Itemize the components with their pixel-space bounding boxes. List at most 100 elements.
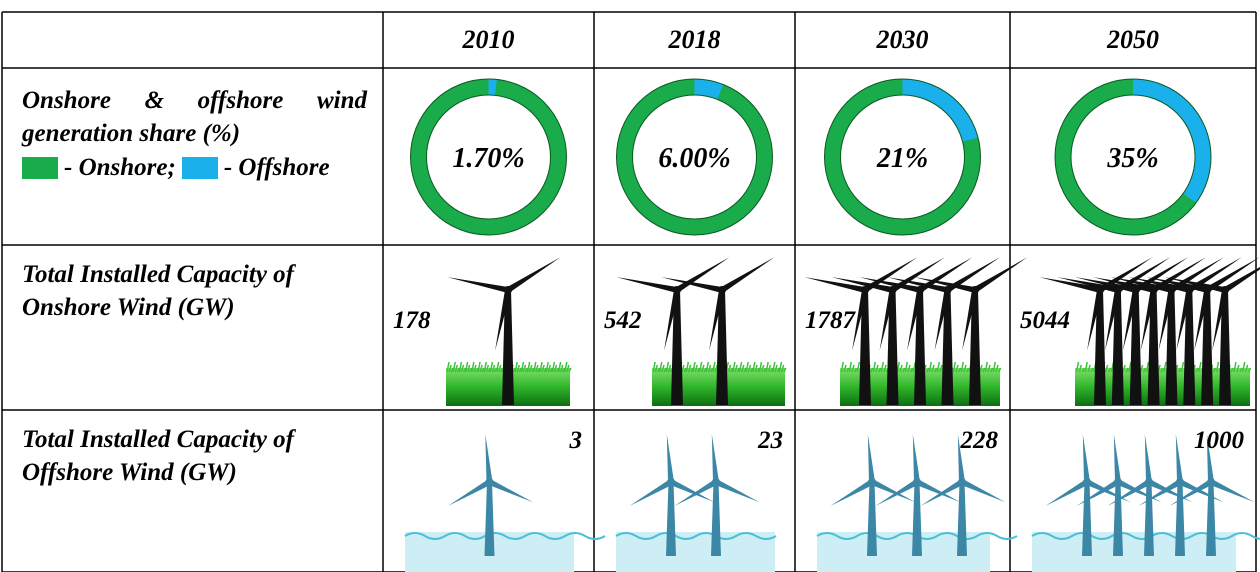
- share-label: 35%: [1106, 143, 1158, 174]
- donut-outline: [840, 94, 965, 220]
- grass-blade: [698, 361, 703, 373]
- turbine-blade: [1176, 289, 1193, 351]
- grass-blade: [1177, 367, 1182, 373]
- turbine-blade: [709, 289, 725, 351]
- turbine-tower: [1113, 482, 1123, 556]
- grass-blade: [1233, 361, 1237, 373]
- offshore-capacity: 228: [960, 427, 999, 454]
- grass-blade: [477, 361, 481, 373]
- share-label: 6.00%: [658, 143, 730, 174]
- donut-offshore: [694, 79, 724, 100]
- turbine-tower: [859, 290, 871, 405]
- grass-blade: [931, 364, 935, 373]
- grass-blade: [957, 367, 962, 373]
- grass-blade: [696, 367, 701, 373]
- turbine-blade: [1057, 277, 1119, 293]
- turbine-tower: [1219, 290, 1231, 405]
- turbine-tower: [1082, 482, 1092, 556]
- turbine-tower: [711, 482, 721, 556]
- turbine-hub: [673, 286, 681, 294]
- grass-blade: [987, 364, 991, 373]
- turbine-hub: [667, 478, 675, 486]
- donut-outline: [616, 78, 773, 236]
- onshore-turbines: [804, 257, 1028, 406]
- turbine-blade: [1138, 479, 1182, 506]
- turbine-tower: [1206, 482, 1216, 556]
- grass-blade: [537, 367, 541, 373]
- turbine-hub: [504, 286, 512, 294]
- grass-blade: [469, 367, 473, 373]
- wave: [404, 532, 606, 540]
- onshore-turbines: [446, 257, 572, 406]
- grass-blade: [756, 367, 760, 373]
- turbine-blade: [1169, 479, 1213, 506]
- turbine-blade: [918, 257, 973, 293]
- grass-blade: [774, 364, 778, 373]
- turbine-blade: [1110, 277, 1173, 293]
- offshore-turbines: [816, 434, 1018, 572]
- turbine-blade: [1107, 479, 1151, 506]
- grass-blade: [752, 361, 756, 373]
- turbine-hub: [916, 286, 924, 294]
- turbine-blade: [711, 434, 719, 483]
- turbine-blade: [1122, 289, 1139, 351]
- grass-blade: [1236, 364, 1240, 373]
- grass-blade: [687, 364, 692, 373]
- grass-blade: [1212, 367, 1217, 373]
- grass-blade: [1163, 361, 1167, 373]
- grass-blade: [555, 367, 560, 373]
- grass-blade: [872, 361, 877, 373]
- turbine-hub: [861, 286, 869, 294]
- turbine-hub: [868, 478, 876, 486]
- grass-blade: [880, 361, 885, 373]
- grass-blade: [683, 367, 687, 373]
- grass-blade: [1230, 367, 1234, 373]
- grass-blade: [500, 367, 504, 373]
- turbine-blade: [912, 434, 920, 483]
- turbine-hub: [1145, 478, 1153, 486]
- grass-blade: [690, 367, 694, 373]
- turbine-blade: [1128, 277, 1190, 293]
- grass-blade: [853, 367, 858, 373]
- grass-blade: [734, 364, 738, 373]
- row-label: Total Installed Capacity of Onshore Wind…: [22, 261, 294, 321]
- grass-blade: [533, 361, 537, 373]
- grass-blade: [901, 367, 906, 373]
- grass-blade: [1244, 364, 1249, 373]
- turbine-tower: [1094, 290, 1106, 405]
- turbine-tower: [886, 290, 899, 405]
- grass-blade: [541, 364, 545, 373]
- grass-blade: [845, 367, 850, 373]
- turbine-blade: [664, 289, 680, 351]
- donut-outline: [410, 78, 567, 236]
- grass-blade: [780, 364, 785, 373]
- grass-blade: [479, 364, 483, 373]
- grass-blade: [1122, 364, 1126, 373]
- grass-blade: [1239, 367, 1243, 373]
- turbine-blade: [1146, 277, 1208, 293]
- year-header: 2018: [668, 25, 721, 54]
- grass-blade: [1241, 361, 1246, 373]
- turbine-blade: [852, 289, 868, 351]
- turbine-blade: [1075, 277, 1137, 293]
- turbine-blade: [859, 277, 921, 293]
- turbine-blade: [1158, 289, 1175, 351]
- grass-blade: [1104, 364, 1109, 373]
- grass-blade: [743, 367, 747, 373]
- grass-blade: [512, 367, 516, 373]
- turbine-blade: [714, 479, 760, 503]
- grass-blade: [665, 361, 670, 373]
- turbine-blade: [666, 434, 674, 483]
- turbine-blade: [962, 289, 978, 351]
- turbine-blade: [495, 289, 511, 351]
- grass-blade: [667, 364, 672, 373]
- onshore-turbines: [1039, 257, 1260, 406]
- grass-blade: [1090, 367, 1094, 373]
- turbine-blade: [914, 277, 976, 293]
- grass-blade: [727, 364, 732, 373]
- grass-blade: [703, 367, 707, 373]
- turbine-hub: [718, 286, 726, 294]
- grass-blade: [694, 364, 698, 373]
- turbine-tower: [502, 290, 514, 405]
